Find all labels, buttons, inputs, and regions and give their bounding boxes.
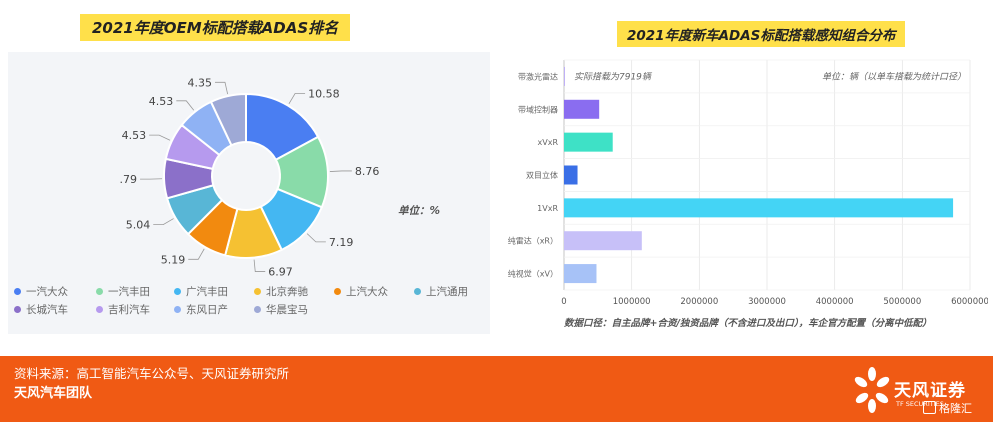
slice-label-leader (288, 93, 306, 105)
bar (564, 165, 578, 185)
slice-label-leader (176, 100, 195, 111)
slice-value-label: 4.35 (187, 76, 212, 89)
x-tick-label: 4000000 (816, 297, 854, 307)
legend-label: 一汽大众 (26, 286, 68, 298)
legend-label: 吉利汽车 (108, 304, 150, 316)
legend-swatch (14, 306, 21, 313)
legend-swatch (96, 306, 103, 313)
y-tick-label: 1VxR (537, 204, 558, 213)
footer-bar (0, 356, 993, 422)
slice-value-label: 4.79 (120, 173, 137, 186)
x-tick-label: 2000000 (680, 297, 718, 307)
slice-label-leader (253, 259, 266, 272)
legend-swatch (14, 288, 21, 295)
x-tick-label: 5000000 (883, 297, 921, 307)
legend-label: 上汽通用 (426, 286, 468, 298)
slice-value-label: 6.97 (268, 266, 293, 279)
logo-text: 天风证券 (894, 381, 966, 401)
slice-value-label: 8.76 (355, 165, 380, 178)
slice-label-leader (149, 134, 171, 141)
x-tick-label: 1000000 (613, 297, 651, 307)
x-tick-label: 3000000 (748, 297, 786, 307)
legend-item: 北京奔驰 (254, 284, 308, 299)
slice-label-leader (214, 81, 229, 95)
slice-value-label: 4.53 (122, 129, 147, 142)
legend-label: 北京奔驰 (266, 286, 308, 298)
slice-label-leader (306, 233, 326, 243)
bar (564, 132, 613, 152)
y-tick-label: xVxR (538, 138, 559, 147)
legend-label: 上汽大众 (346, 286, 388, 298)
slice-value-label: 4.53 (149, 95, 174, 108)
left-unit-note: 单位：% (398, 205, 441, 217)
legend-swatch (414, 288, 421, 295)
slice-value-label: 5.04 (126, 219, 151, 232)
legend-swatch (174, 288, 181, 295)
legend-swatch (96, 288, 103, 295)
y-tick-label: 双目立体 (526, 170, 558, 180)
bar (564, 198, 954, 218)
team-name: 天风汽车团队 (14, 386, 93, 401)
slice-value-label: 10.58 (308, 87, 340, 100)
x-tick-label: 6000000 (951, 297, 988, 307)
legend-label: 长城汽车 (26, 304, 68, 316)
tf-logo-icon (854, 367, 890, 413)
bar (564, 66, 565, 86)
legend-item: 一汽丰田 (96, 284, 150, 299)
legend-item: 广汽丰田 (174, 284, 228, 299)
logo-subtext: TF SECURITIES (896, 400, 944, 408)
legend-swatch (254, 288, 261, 295)
legend-swatch (254, 306, 261, 313)
bar-annotation: 实际搭载为7919辆 (574, 71, 653, 82)
legend-swatch (174, 306, 181, 313)
right-footnote: 数据口径：自主品牌+合资/独资品牌（不含进口及出口），车企官方配置（分离中低配） (564, 317, 932, 329)
bar (564, 231, 642, 251)
legend-label: 华晨宝马 (266, 304, 308, 316)
legend-label: 广汽丰田 (186, 286, 228, 298)
legend-item: 长城汽车 (14, 302, 68, 317)
bar (564, 264, 597, 284)
left-chart-title: 2021年度OEM标配搭载ADAS排名 (80, 14, 351, 41)
legend-swatch (334, 288, 341, 295)
slice-label-leader (153, 218, 174, 226)
legend-item: 华晨宝马 (254, 302, 308, 317)
legend-label: 东风日产 (186, 304, 228, 316)
right-unit-note: 单位：辆（以单车搭载为统计口径） (822, 71, 966, 82)
donut-chart: 10.58 8.76 7.19 6.97 5.19 5.04 4.79 4.53 4.53 4.3… (120, 76, 380, 279)
y-tick-label: 纯视觉（xV） (508, 269, 558, 279)
legend-item: 上汽大众 (334, 284, 388, 299)
y-tick-label: 带激光雷达 (518, 71, 558, 81)
slice-value-label: 7.19 (329, 236, 354, 249)
x-tick-label: 0 (561, 297, 566, 307)
right-chart-panel (490, 52, 988, 334)
legend-item: 吉利汽车 (96, 302, 150, 317)
source-text: 资料来源：高工智能汽车公众号、天风证券研究所 (14, 366, 290, 381)
legend-item: 上汽通用 (414, 284, 468, 299)
watermark-icon (923, 401, 936, 414)
slice-label-leader (188, 248, 205, 260)
right-chart-title: 2021年度新车ADAS标配搭载感知组合分布 (617, 21, 906, 47)
slice-value-label: 5.19 (161, 253, 186, 266)
legend-label: 一汽丰田 (108, 286, 150, 298)
watermark-text: 格隆汇 (939, 402, 972, 415)
y-tick-label: 带域控制器 (518, 104, 558, 114)
bar-chart: 0 1000000 2000000 3000000 4000000 5000000 6000… (508, 59, 988, 329)
donut-slice (209, 92, 247, 147)
slice-label-leader (329, 170, 352, 172)
legend-item: 一汽大众 (14, 284, 68, 299)
bar (564, 99, 600, 119)
watermark: 格隆汇 (923, 400, 972, 416)
y-tick-label: 纯雷达（xR） (508, 236, 558, 246)
legend-item: 东风日产 (174, 302, 228, 317)
